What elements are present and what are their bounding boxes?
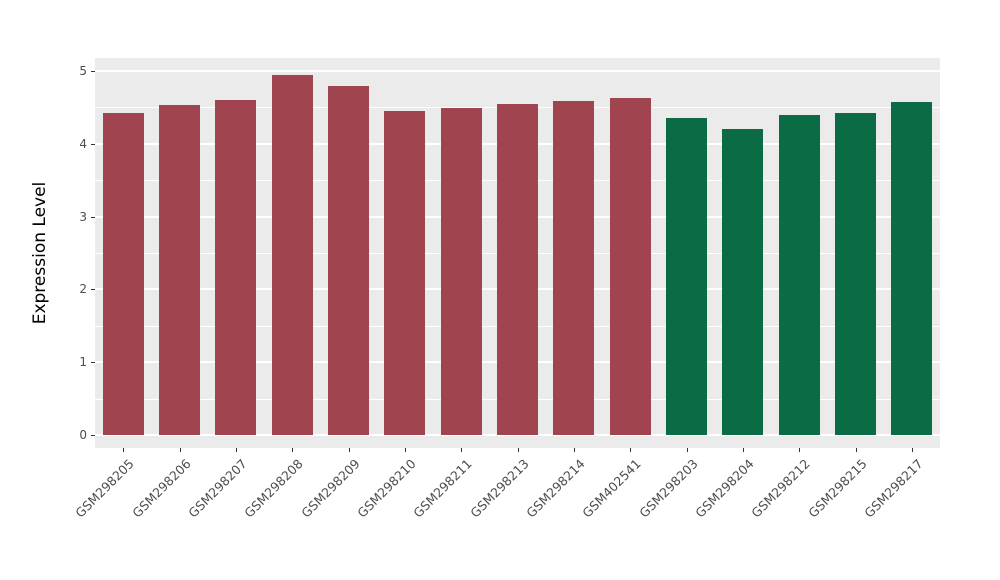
y-tick-label: 1 xyxy=(79,355,87,370)
x-tick-mark xyxy=(292,448,293,452)
x-tick-label: GSM298208 xyxy=(241,456,306,521)
x-tick-label: GSM298205 xyxy=(72,456,137,521)
x-tick-mark xyxy=(518,448,519,452)
y-tick-mark xyxy=(91,143,95,145)
y-tick-label: 4 xyxy=(79,136,87,151)
y-axis-title: Expression Level xyxy=(30,181,50,325)
y-tick-mark xyxy=(91,362,95,364)
y-tick-label: 3 xyxy=(79,209,87,224)
y-tick-mark xyxy=(91,435,95,436)
bar-GSM298215 xyxy=(835,113,876,435)
gridline-major xyxy=(95,70,940,72)
y-tick-mark xyxy=(91,216,95,218)
x-tick-label: GSM298209 xyxy=(298,456,363,521)
y-tick-label: 2 xyxy=(79,282,87,297)
x-tick-label: GSM298213 xyxy=(467,456,532,521)
x-tick-mark xyxy=(180,448,181,452)
x-tick-mark xyxy=(687,448,688,452)
y-tick-mark xyxy=(91,71,95,72)
bar-GSM298210 xyxy=(384,111,425,435)
bar-GSM298204 xyxy=(722,129,763,435)
x-tick-label: GSM298217 xyxy=(861,456,926,521)
x-tick-label: GSM298211 xyxy=(410,456,475,521)
y-tick-label: 5 xyxy=(79,64,87,78)
bar-GSM298212 xyxy=(779,115,820,435)
x-tick-label: GSM402541 xyxy=(579,456,644,521)
x-tick-mark xyxy=(630,448,631,452)
x-tick-mark xyxy=(236,448,237,452)
x-tick-mark xyxy=(349,448,350,452)
x-tick-mark xyxy=(405,448,406,452)
x-tick-mark xyxy=(123,448,124,452)
y-tick-label: 0 xyxy=(79,428,87,442)
x-tick-label: GSM298207 xyxy=(185,456,250,521)
x-tick-label: GSM298206 xyxy=(129,456,194,521)
bar-GSM298209 xyxy=(328,86,369,435)
bar-GSM298207 xyxy=(215,100,256,435)
x-tick-mark xyxy=(743,448,744,452)
bar-GSM298203 xyxy=(666,118,707,435)
y-tick-mark xyxy=(91,289,95,291)
x-tick-label: GSM298203 xyxy=(636,456,701,521)
x-tick-mark xyxy=(856,448,857,452)
x-tick-label: GSM298204 xyxy=(692,456,757,521)
bar-GSM402541 xyxy=(610,98,651,435)
x-tick-mark xyxy=(799,448,800,452)
x-tick-mark xyxy=(461,448,462,452)
plot-panel xyxy=(95,58,940,448)
bar-GSM298211 xyxy=(441,108,482,435)
x-tick-mark xyxy=(912,448,913,452)
x-tick-mark xyxy=(574,448,575,452)
x-tick-label: GSM298214 xyxy=(523,456,588,521)
gridline-major xyxy=(95,434,940,436)
bar-GSM298205 xyxy=(103,113,144,435)
bar-GSM298214 xyxy=(553,101,594,435)
x-tick-label: GSM298210 xyxy=(354,456,419,521)
bar-GSM298213 xyxy=(497,104,538,435)
bar-GSM298208 xyxy=(272,75,313,435)
x-tick-label: GSM298215 xyxy=(805,456,870,521)
bar-GSM298206 xyxy=(159,105,200,435)
bar-GSM298217 xyxy=(891,102,932,435)
x-tick-label: GSM298212 xyxy=(748,456,813,521)
